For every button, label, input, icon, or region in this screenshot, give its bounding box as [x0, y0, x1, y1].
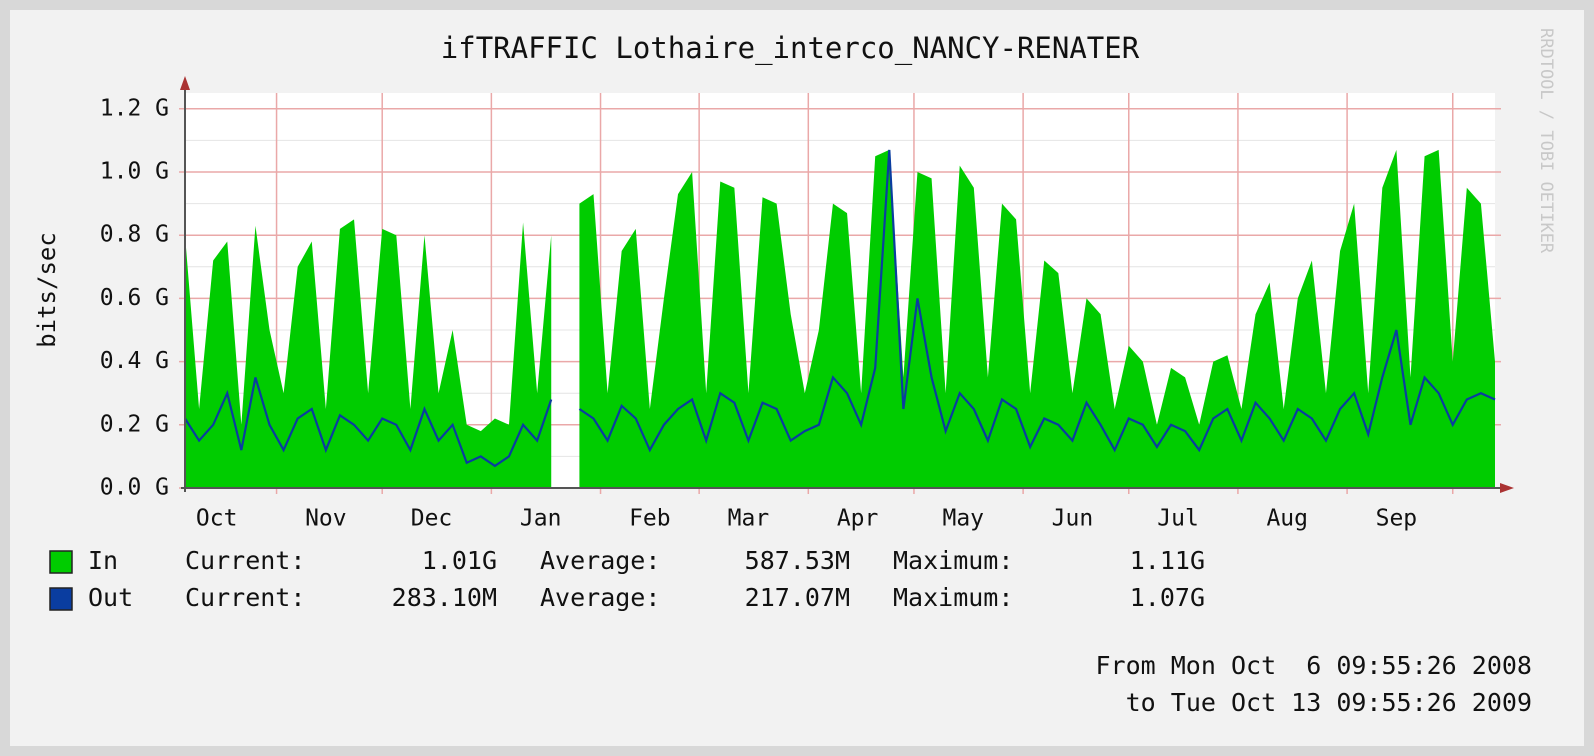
watermark: RRDTOOL / TOBI OETIKER [1536, 28, 1556, 254]
y-tick-label: 0.6 G [100, 285, 169, 311]
legend-stat-label: Current: [185, 546, 305, 575]
x-tick-label: May [942, 506, 984, 532]
marks [184, 149, 1496, 488]
legend-stat-value: 283.10M [392, 583, 497, 612]
x-tick-label: Jan [520, 506, 562, 532]
y-tick-label: 1.2 G [100, 95, 169, 121]
legend-stat-value: 1.01G [422, 546, 497, 575]
area [185, 149, 1495, 488]
legend-stat-value: 1.11G [1130, 546, 1205, 575]
legend-stat-value: 1.07G [1130, 583, 1205, 612]
x-tick-label: Sep [1376, 506, 1418, 532]
y-tick-label: 0.8 G [100, 222, 169, 248]
line [184, 149, 1496, 468]
legend-stat-value: 217.07M [745, 583, 850, 612]
legend-stat-label: Average: [540, 583, 660, 612]
legend: In Current: 1.01G Average: 587.53M Maximum: 1.… [49, 546, 1205, 612]
x-tick-label: Oct [196, 506, 238, 532]
x-arrow [1500, 483, 1514, 493]
legend-swatch [49, 550, 73, 574]
chart-title: ifTRAFFIC Lothaire_interco_NANCY-RENATER [441, 31, 1140, 66]
legend-label: In [88, 546, 118, 575]
y-tick-label: 0.4 G [100, 348, 169, 374]
legend-stat-label: Maximum: [893, 583, 1013, 612]
x-tick-label: Nov [305, 506, 347, 532]
footer-line: to Tue Oct 13 09:55:26 2009 [1126, 688, 1532, 717]
x-tick-label: Feb [629, 506, 671, 532]
legend-swatch [49, 587, 73, 611]
y-tick-label: 0.0 G [100, 475, 169, 501]
y-axis-label: bits/sec [33, 232, 61, 348]
legend-stat-value: 587.53M [745, 546, 850, 575]
y-arrow [180, 76, 190, 90]
x-tick-label: Mar [728, 506, 770, 532]
x-tick-label: Jun [1052, 506, 1094, 532]
legend-label: Out [88, 583, 133, 612]
axes [180, 76, 1514, 493]
legend-stat-label: Maximum: [893, 546, 1013, 575]
legend-stat-label: Average: [540, 546, 660, 575]
x-tick-label: Dec [411, 506, 453, 532]
y-tick-label: 0.2 G [100, 411, 169, 437]
x-tick-label: Aug [1266, 506, 1308, 532]
x-tick-label: Jul [1157, 506, 1199, 532]
legend-stat-label: Current: [185, 583, 305, 612]
y-tick-label: 1.0 G [100, 159, 169, 185]
x-tick-label: Apr [837, 506, 879, 532]
footer-line: From Mon Oct 6 09:55:26 2008 [1096, 651, 1533, 680]
